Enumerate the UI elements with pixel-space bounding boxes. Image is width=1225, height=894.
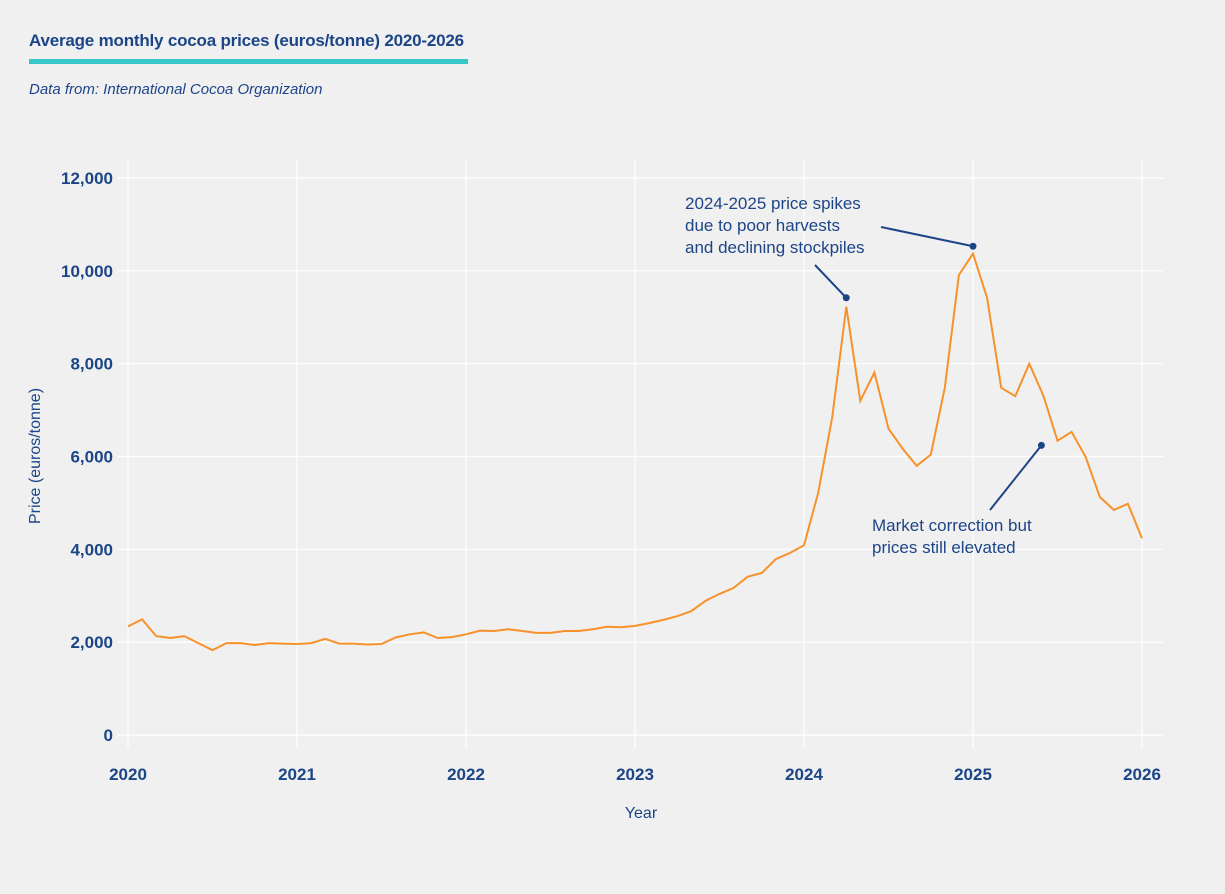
annotation-line: Market correction but xyxy=(872,516,1032,535)
price-line xyxy=(127,251,1143,652)
y-tick-label: 4,000 xyxy=(70,540,113,559)
y-tick-label: 10,000 xyxy=(61,262,113,281)
x-tick-label: 2023 xyxy=(616,765,654,784)
x-axis-ticks: 2020 2021 2022 2023 2024 2025 2026 xyxy=(109,765,1161,784)
annotation-connector xyxy=(814,264,847,299)
y-tick-label: 2,000 xyxy=(70,633,113,652)
grid-lines xyxy=(118,160,1163,748)
x-tick-label: 2022 xyxy=(447,765,485,784)
annotation-market-correction: Market correction but prices still elevat… xyxy=(872,516,1032,557)
annotation-connector xyxy=(989,444,1043,511)
y-tick-label: 6,000 xyxy=(70,448,113,467)
chart-subtitle: Data from: International Cocoa Organizat… xyxy=(29,81,323,98)
y-tick-label: 8,000 xyxy=(70,355,113,374)
annotation-line: 2024-2025 price spikes xyxy=(685,194,861,213)
chart-title: Average monthly cocoa prices (euros/tonn… xyxy=(29,31,464,50)
y-tick-label: 12,000 xyxy=(61,169,113,188)
annotation-line: prices still elevated xyxy=(872,538,1016,557)
annotation-price-spikes: 2024-2025 price spikes due to poor harves… xyxy=(685,194,865,257)
x-tick-label: 2020 xyxy=(109,765,147,784)
x-tick-label: 2025 xyxy=(954,765,992,784)
series-group xyxy=(127,251,1143,652)
annotation-line: due to poor harvests xyxy=(685,216,840,235)
y-axis-ticks: 0 2,000 4,000 6,000 8,000 10,000 12,000 xyxy=(61,169,113,745)
annotation-marker xyxy=(1037,441,1045,449)
x-axis-label: Year xyxy=(625,805,658,822)
annotation-connector xyxy=(880,226,974,248)
annotation-line: and declining stockpiles xyxy=(685,238,865,257)
annotation-marker xyxy=(969,242,977,250)
y-axis-label: Price (euros/tonne) xyxy=(27,388,44,524)
y-tick-label: 0 xyxy=(104,726,113,745)
x-tick-label: 2021 xyxy=(278,765,316,784)
title-underline xyxy=(29,59,468,64)
x-tick-label: 2026 xyxy=(1123,765,1161,784)
annotation-marker xyxy=(842,294,850,302)
x-tick-label: 2024 xyxy=(785,765,823,784)
annotations: 2024-2025 price spikes due to poor harves… xyxy=(685,194,1045,557)
